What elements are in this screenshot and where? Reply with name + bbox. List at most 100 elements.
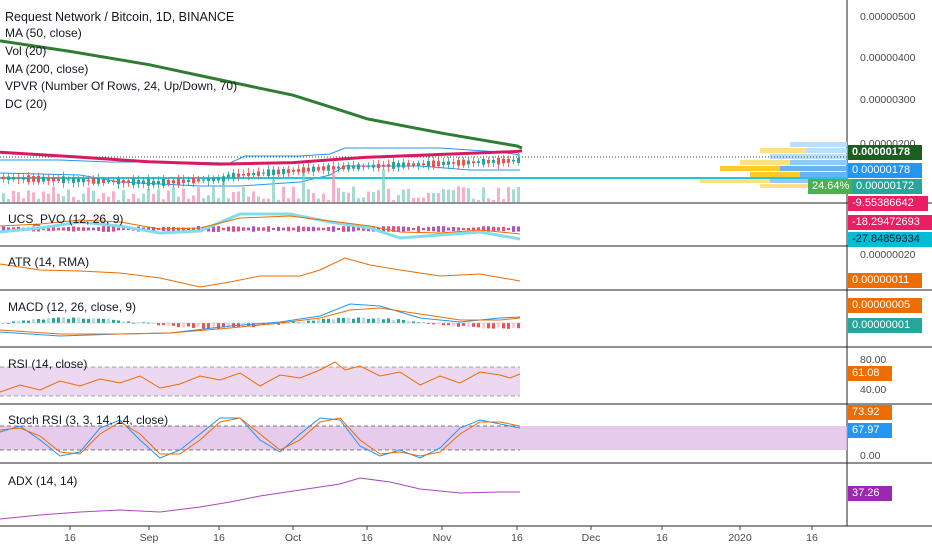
macd-bar (152, 323, 155, 324)
macd-bar (192, 323, 195, 328)
macd-bar (307, 320, 310, 323)
macd-bar (182, 323, 185, 328)
ucs-bar (102, 226, 105, 232)
ucs-bar (412, 227, 415, 231)
ucs-bar (192, 227, 195, 231)
macd-bar (17, 320, 20, 323)
ucs-bar (52, 227, 55, 231)
legend-vol[interactable]: Vol (20) (5, 44, 47, 58)
stoch-label[interactable]: Stoch RSI (3, 3, 14, 14, close) (8, 413, 169, 427)
volume-bar (432, 192, 435, 202)
ucs-bar (472, 227, 475, 231)
x-label: 16 (656, 532, 668, 544)
volume-bars (2, 168, 520, 202)
rsi-tick: 40.00 (860, 384, 887, 396)
ucs-pvo-label[interactable]: UCS_PVO (12, 26, 9) (8, 212, 124, 226)
price-tick: 0.00000300 (860, 94, 916, 106)
atr-line (0, 257, 521, 288)
macd-bar (47, 318, 50, 323)
macd-bar (257, 323, 260, 326)
rsi-band (0, 367, 520, 396)
ucs-bar (2, 226, 5, 232)
volume-bar (387, 188, 390, 202)
volume-bar (347, 192, 350, 202)
x-label: 2020 (728, 532, 752, 544)
macd-bar (402, 319, 405, 323)
volume-bar (507, 187, 510, 202)
macd-bar (207, 323, 210, 329)
volume-bar (287, 198, 290, 202)
volume-bar (257, 196, 260, 202)
ucs-bar (447, 227, 450, 231)
ucs-badge-2: -18.29472693 (848, 215, 932, 230)
ucs-bar (182, 227, 185, 231)
stoch-tick: 0.00 (860, 450, 881, 462)
ucs-bar (237, 226, 240, 232)
macd-bar (82, 318, 85, 323)
volume-bar (472, 198, 475, 202)
x-label: 16 (213, 532, 225, 544)
volume-bar (172, 186, 175, 202)
x-axis-ticks (69, 526, 813, 530)
rsi-label[interactable]: RSI (14, close) (8, 357, 88, 371)
macd-signal-line (0, 307, 521, 335)
macd-bar (337, 317, 340, 323)
ucs-bar (87, 227, 90, 231)
volume-bar (477, 199, 480, 202)
x-label: 16 (64, 532, 76, 544)
macd-bar (387, 318, 390, 323)
atr-label[interactable]: ATR (14, RMA) (8, 255, 90, 269)
macd-bar (232, 323, 235, 327)
volume-bar (242, 187, 245, 202)
volume-bar (207, 195, 210, 202)
macd-bar (27, 320, 30, 323)
ucs-bar (292, 227, 295, 231)
macd-bar (462, 323, 465, 326)
ucs-bar (267, 226, 270, 232)
macd-bar (392, 320, 395, 323)
volume-bar (177, 196, 180, 202)
stoch-band (0, 426, 847, 450)
volume-bar (77, 199, 80, 202)
ucs-bar (287, 226, 290, 232)
volume-bar (192, 195, 195, 202)
ucs-bar (487, 226, 490, 232)
ucs-bar (122, 227, 125, 231)
volume-bar (502, 199, 505, 202)
macd-bar (97, 318, 100, 323)
legend-vpvr[interactable]: VPVR (Number Of Rows, 24, Up/Down, 70) (5, 79, 238, 93)
ucs-bar (402, 226, 405, 232)
ucs-bar (212, 226, 215, 232)
macd-bar (42, 319, 45, 323)
x-label: Dec (581, 532, 601, 544)
volume-bar (92, 190, 95, 202)
legend-dc[interactable]: DC (20) (5, 97, 48, 111)
ucs-bar (517, 226, 520, 232)
legend-ma50[interactable]: MA (50, close) (5, 26, 82, 40)
ucs-bar (317, 227, 320, 231)
macd-bar (382, 319, 385, 323)
macd-bar (77, 317, 80, 323)
ucs-bar (437, 226, 440, 232)
vpvr-percent-badge: 24.64% (808, 179, 852, 194)
ucs-bar (217, 226, 220, 232)
volume-bar (297, 198, 300, 202)
volume-bar (182, 188, 185, 202)
macd-bar (447, 323, 450, 326)
macd-bar (187, 323, 190, 327)
macd-bar (482, 323, 485, 329)
volume-bar (102, 193, 105, 202)
ucs-bar (147, 226, 150, 232)
price-tick: 0.00000500 (860, 11, 916, 23)
ucs-bar (252, 226, 255, 232)
macd-bar (202, 323, 205, 329)
macd-label[interactable]: MACD (12, 26, close, 9) (8, 300, 137, 314)
volume-bar (512, 189, 515, 202)
ucs-bar (227, 226, 230, 232)
adx-label[interactable]: ADX (14, 14) (8, 474, 78, 488)
chart-title: Request Network / Bitcoin, 1D, BINANCE (5, 10, 235, 24)
volume-bar (487, 198, 490, 202)
ucs-bar (197, 226, 200, 232)
legend-ma200[interactable]: MA (200, close) (5, 62, 89, 76)
macd-bar (177, 323, 180, 328)
